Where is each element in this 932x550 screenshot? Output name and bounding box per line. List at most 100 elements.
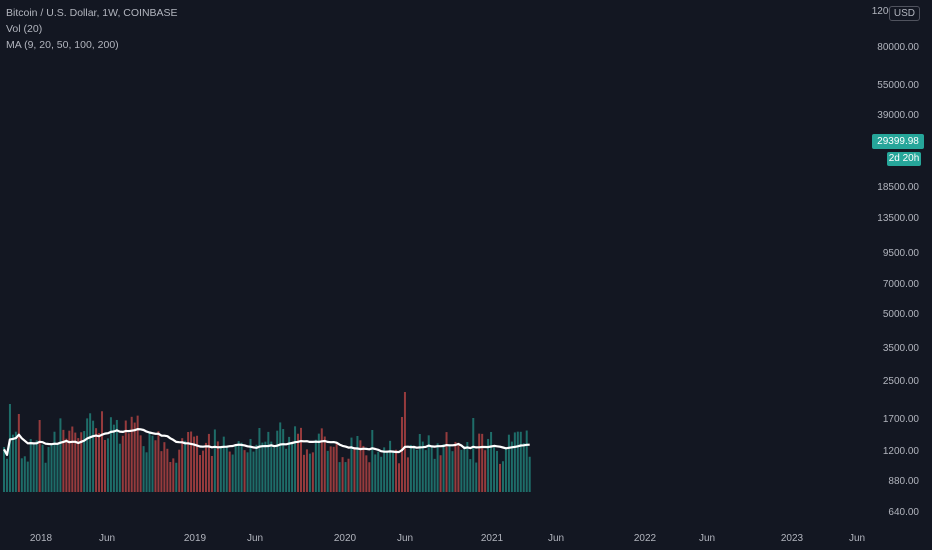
volume-bar [430, 446, 433, 492]
symbol-title[interactable]: Bitcoin / U.S. Dollar, 1W, COINBASE [6, 7, 178, 19]
volume-bar [383, 447, 386, 492]
volume-indicator-label[interactable]: Vol (20) [6, 23, 43, 35]
volume-bar [356, 435, 359, 492]
volume-bar [528, 456, 531, 492]
volume-bar [112, 424, 115, 492]
volume-bar [207, 433, 210, 492]
volume-bar [469, 459, 472, 492]
volume-bar [314, 439, 317, 492]
volume-bar [311, 452, 314, 492]
volume-bar [234, 444, 237, 492]
volume-bar [365, 455, 368, 492]
price-tick-label: 18500.00 [877, 182, 919, 193]
moving-average-label[interactable]: MA (9, 20, 50, 100, 200) [6, 39, 119, 51]
volume-bar [210, 455, 213, 492]
volume-bar [507, 434, 510, 492]
volume-bar [484, 450, 487, 492]
volume-bar [285, 448, 288, 492]
volume-bar [109, 417, 112, 492]
volume-bar [101, 411, 104, 492]
volume-bar [457, 442, 460, 492]
volume-bar [323, 436, 326, 492]
volume-bar [62, 429, 65, 492]
volume-bar [163, 442, 166, 492]
volume-bar [243, 450, 246, 492]
volume-bar [199, 455, 202, 492]
time-tick-label: Jun [397, 533, 413, 544]
volume-bar [103, 440, 106, 492]
volume-bar [329, 446, 332, 492]
volume-bar [498, 463, 501, 492]
volume-bar [53, 431, 56, 492]
price-tick-label: 13500.00 [877, 213, 919, 224]
volume-bar [403, 392, 406, 492]
volume-bar [294, 426, 297, 492]
volume-bar [5, 458, 8, 492]
price-tick-label: 55000.00 [877, 80, 919, 91]
time-tick-label: Jun [849, 533, 865, 544]
volume-bar [47, 447, 50, 492]
volume-bar [513, 432, 516, 492]
volume-bar [59, 418, 62, 492]
volume-bar [130, 416, 133, 492]
bar-countdown-badge: 2d 20h [887, 152, 921, 166]
price-tick-label: 880.00 [888, 476, 919, 487]
volume-bar [249, 438, 252, 492]
volume-bar [487, 438, 490, 492]
currency-button[interactable]: USD [888, 6, 920, 21]
volume-bar [454, 441, 457, 492]
volume-bar [154, 440, 157, 492]
volume-bar [297, 433, 300, 492]
volume-bar [80, 432, 83, 492]
volume-bar [439, 455, 442, 492]
volume-bar [350, 437, 353, 492]
time-tick-label: Jun [548, 533, 564, 544]
volume-bar [380, 456, 383, 492]
price-tick-label: 2500.00 [883, 376, 920, 387]
price-tick-label: 1700.00 [883, 414, 920, 425]
volume-bar [490, 431, 493, 492]
price-tick-label: 3500.00 [883, 343, 920, 354]
volume-bar [335, 442, 338, 492]
time-axis[interactable]: 2018 Jun 2019 Jun 2020 Jun 2021 Jun 2022 Jun 2023 J… [30, 533, 865, 544]
volume-bar [433, 458, 436, 492]
volume-bar [169, 461, 172, 492]
volume-bar [270, 441, 273, 492]
volume-bar [216, 441, 219, 492]
volume-bar [8, 404, 11, 492]
volume-bar [427, 435, 430, 492]
volume-bar [178, 449, 181, 492]
volume-bar [38, 420, 41, 492]
volume-bar [415, 449, 418, 492]
volume-pane [3, 392, 531, 492]
price-tick-label: 1200.00 [883, 446, 920, 457]
last-price-badge: 29399.98 [872, 134, 924, 149]
volume-bar [424, 450, 427, 492]
volume-bar [204, 442, 207, 492]
volume-bar [338, 462, 341, 492]
volume-bar [115, 419, 118, 492]
volume-bar [460, 449, 463, 492]
volume-bar [445, 432, 448, 492]
volume-bar [501, 461, 504, 492]
price-tick-label: 80000.00 [877, 42, 919, 53]
price-tick-label: 7000.00 [883, 279, 920, 290]
volume-bar [225, 445, 228, 492]
price-axis[interactable]: 120000.0080000.0055000.0039000.0018500.0… [872, 6, 920, 518]
volume-bar [50, 444, 53, 492]
volume-bar [29, 439, 32, 492]
volume-bar [332, 446, 335, 492]
volume-bar [406, 457, 409, 492]
volume-bar [106, 438, 109, 492]
volume-bar [181, 438, 184, 492]
volume-bar [288, 436, 291, 492]
volume-bar [92, 420, 95, 492]
price-tick-label: 39000.00 [877, 110, 919, 121]
volume-bar [17, 414, 20, 492]
volume-bar [448, 445, 451, 492]
time-tick-label: 2023 [781, 533, 804, 544]
volume-bar [475, 462, 478, 492]
volume-bar [398, 463, 401, 492]
volume-bar [258, 428, 261, 492]
